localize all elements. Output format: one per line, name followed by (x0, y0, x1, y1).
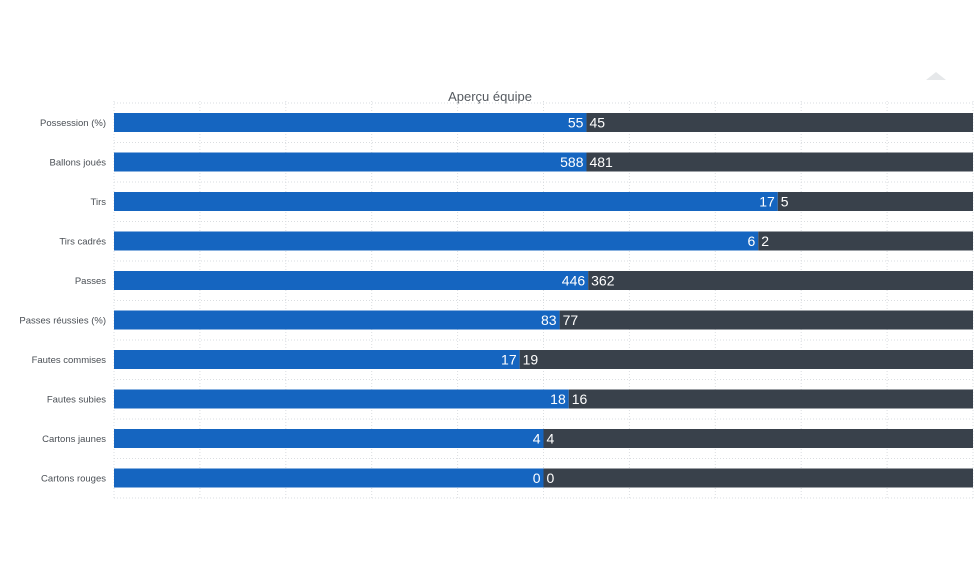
bar-series-2 (559, 310, 973, 330)
data-label-series-2: 16 (572, 391, 588, 407)
bar-series-1 (114, 271, 589, 290)
data-label-series-2: 19 (523, 352, 539, 368)
bars-layer (114, 113, 973, 488)
data-label-series-2: 45 (589, 115, 605, 131)
category-label: Cartons rouges (41, 474, 106, 485)
data-label-series-2: 4 (547, 431, 555, 447)
category-label: Possession (%) (40, 118, 106, 129)
category-label: Fautes commises (32, 355, 107, 366)
corner-arrow-icon (926, 72, 946, 80)
category-label: Cartons jaunes (42, 434, 106, 445)
bar-series-1 (114, 113, 587, 132)
category-label: Ballons joués (49, 158, 106, 169)
bar-series-1 (114, 389, 569, 409)
bar-series-1 (114, 468, 544, 488)
bar-series-2 (586, 113, 973, 132)
bar-series-2 (758, 231, 973, 251)
data-label-series-1: 4 (533, 431, 541, 447)
data-label-series-1: 6 (747, 233, 755, 249)
bar-series-2 (586, 152, 973, 172)
data-label-series-1: 0 (533, 470, 541, 486)
bar-series-1 (114, 192, 778, 211)
category-label: Tirs cadrés (59, 237, 106, 248)
data-label-series-2: 77 (563, 312, 579, 328)
bar-series-1 (114, 350, 520, 369)
category-label: Tirs (91, 197, 107, 208)
data-label-series-1: 17 (759, 194, 775, 210)
bar-series-1 (114, 152, 587, 172)
data-label-series-2: 0 (547, 470, 555, 486)
bar-series-1 (114, 310, 560, 330)
data-label-series-2: 2 (761, 233, 769, 249)
data-label-series-1: 18 (550, 391, 566, 407)
bar-series-1 (114, 429, 544, 448)
bar-series-2 (543, 429, 973, 448)
data-label-series-1: 55 (568, 115, 584, 131)
category-label: Passes (75, 276, 106, 287)
category-label: Passes réussies (%) (19, 316, 106, 327)
data-label-series-1: 588 (560, 154, 584, 170)
bar-series-1 (114, 231, 759, 251)
data-label-series-1: 17 (501, 352, 517, 368)
bar-series-2 (568, 389, 973, 409)
data-label-series-2: 362 (591, 273, 615, 289)
data-label-series-2: 481 (589, 154, 613, 170)
data-label-series-1: 446 (562, 273, 586, 289)
bar-series-2 (588, 271, 973, 290)
data-label-series-2: 5 (781, 194, 789, 210)
data-label-series-1: 83 (541, 312, 557, 328)
bar-series-2 (519, 350, 973, 369)
bar-series-2 (543, 468, 973, 488)
category-label: Fautes subies (47, 395, 106, 406)
chart-title: Aperçu équipe (448, 89, 532, 104)
bar-series-2 (777, 192, 973, 211)
